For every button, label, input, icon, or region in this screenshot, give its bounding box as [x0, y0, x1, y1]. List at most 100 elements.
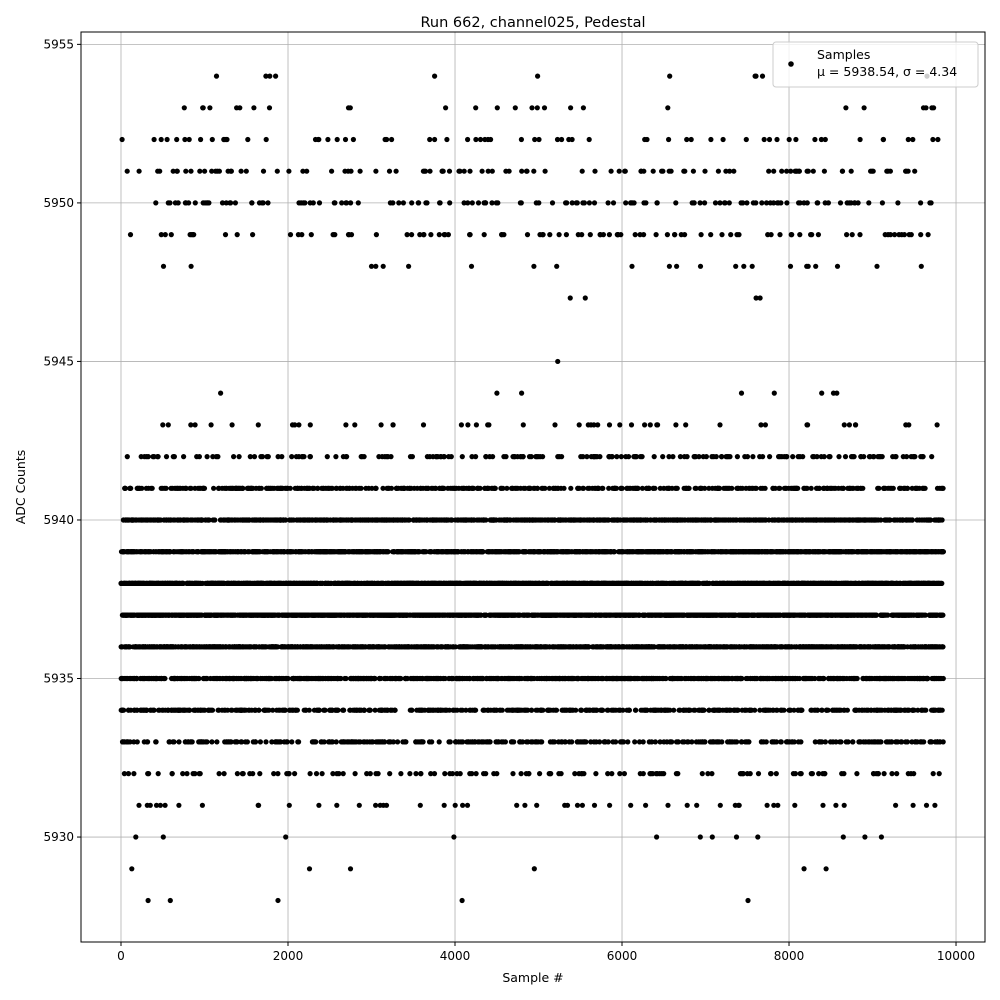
- data-point: [459, 454, 465, 460]
- data-point: [202, 168, 208, 174]
- data-point: [518, 136, 525, 143]
- data-point: [207, 105, 213, 111]
- data-point: [465, 136, 471, 143]
- data-point: [176, 739, 182, 745]
- data-point: [155, 454, 161, 460]
- data-point: [385, 549, 391, 555]
- data-point: [343, 422, 349, 428]
- data-point: [160, 834, 166, 840]
- data-point: [258, 485, 264, 491]
- data-point: [389, 136, 395, 143]
- data-point: [503, 454, 509, 460]
- data-point: [182, 136, 188, 143]
- data-point: [153, 802, 160, 808]
- data-point: [431, 771, 438, 777]
- data-point: [422, 168, 429, 174]
- data-point: [243, 168, 249, 174]
- data-point: [255, 422, 261, 428]
- data-point: [468, 263, 475, 269]
- data-point: [526, 771, 532, 777]
- data-point: [465, 422, 471, 428]
- data-point: [400, 200, 406, 206]
- data-point: [473, 707, 479, 713]
- data-point: [357, 168, 363, 174]
- data-point: [489, 168, 495, 174]
- data-point: [294, 707, 300, 713]
- data-point: [265, 454, 271, 460]
- data-point: [442, 771, 448, 777]
- data-point: [125, 771, 132, 777]
- data-point: [356, 802, 362, 808]
- data-point: [240, 485, 246, 491]
- data-point: [181, 105, 187, 111]
- data-point: [441, 802, 447, 808]
- data-point: [153, 200, 159, 206]
- data-point: [234, 232, 240, 238]
- data-point: [473, 454, 479, 460]
- data-point: [393, 168, 399, 174]
- data-point: [307, 422, 313, 428]
- data-point: [119, 136, 125, 143]
- data-point: [350, 136, 356, 143]
- data-point: [343, 675, 349, 682]
- data-point: [289, 454, 295, 460]
- data-point: [274, 168, 280, 174]
- data-point: [306, 707, 312, 713]
- data-point: [348, 168, 354, 174]
- data-point: [325, 136, 331, 143]
- data-point: [279, 454, 285, 460]
- data-point: [131, 771, 137, 777]
- data-point: [373, 168, 379, 174]
- data-point: [332, 200, 338, 206]
- data-point: [529, 105, 535, 111]
- data-point: [181, 454, 187, 460]
- data-point: [139, 485, 145, 491]
- data-point: [214, 739, 220, 745]
- data-point: [367, 771, 373, 777]
- data-point: [477, 485, 483, 491]
- data-point: [197, 168, 203, 174]
- data-point: [348, 200, 354, 206]
- data-point: [375, 771, 381, 777]
- data-point: [313, 771, 320, 777]
- data-point: [361, 454, 367, 460]
- data-point: [403, 739, 409, 745]
- data-point: [335, 707, 341, 713]
- data-point: [275, 771, 281, 777]
- data-point: [398, 771, 404, 777]
- data-point: [232, 200, 238, 206]
- data-point: [200, 105, 206, 111]
- data-point: [259, 454, 266, 460]
- data-point: [307, 771, 313, 777]
- data-point: [524, 168, 530, 174]
- data-point: [198, 136, 204, 143]
- data-point: [388, 485, 395, 491]
- data-point: [133, 834, 139, 840]
- data-point: [197, 771, 203, 777]
- data-point: [473, 771, 479, 777]
- data-point: [322, 707, 328, 713]
- data-point: [333, 454, 339, 460]
- data-point: [250, 232, 256, 238]
- data-point: [158, 136, 164, 143]
- data-point: [224, 136, 230, 143]
- data-point: [187, 707, 193, 713]
- data-point: [418, 771, 424, 777]
- data-point: [284, 739, 290, 745]
- data-point: [286, 771, 292, 777]
- data-point: [229, 422, 235, 428]
- data-point: [333, 739, 339, 745]
- data-point: [302, 200, 308, 206]
- data-point: [160, 263, 167, 269]
- data-point: [444, 136, 450, 143]
- data-point: [361, 707, 367, 713]
- data-point: [492, 485, 498, 491]
- data-point: [511, 739, 517, 745]
- data-point: [449, 771, 456, 777]
- data-point: [390, 422, 396, 428]
- data-point: [420, 739, 426, 745]
- data-point: [221, 771, 227, 777]
- data-point: [531, 168, 537, 174]
- data-point: [171, 454, 177, 460]
- data-point: [520, 422, 526, 428]
